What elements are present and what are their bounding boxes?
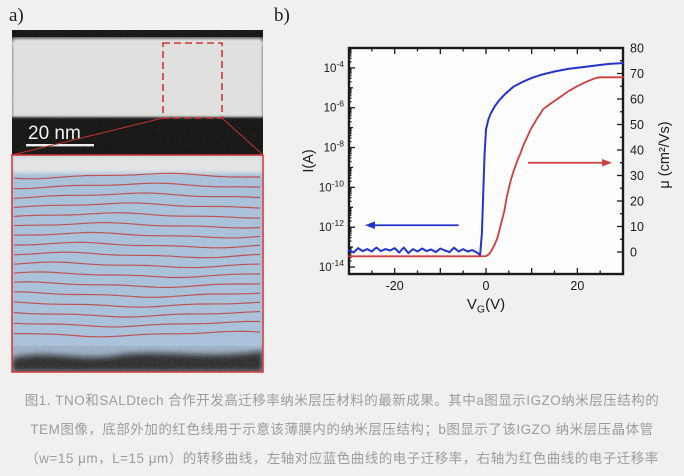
series-line bbox=[348, 76, 624, 258]
caption-line-2: TEM图像，底部外加的红色线用于示意该薄膜内的纳米层压结构；b图显示了该IGZO… bbox=[30, 422, 654, 437]
left-tick-label: 10-14 bbox=[319, 258, 344, 274]
layer-line bbox=[13, 271, 261, 279]
layer-line bbox=[13, 231, 261, 239]
layer-line bbox=[13, 261, 261, 269]
panel-a-label: a) bbox=[9, 5, 24, 26]
left-arrowhead bbox=[364, 221, 375, 230]
left-tick-label: 10-4 bbox=[324, 59, 345, 75]
tem-overview-image bbox=[12, 30, 263, 157]
series-line bbox=[348, 62, 624, 257]
plot-frame bbox=[347, 46, 625, 276]
caption-line-1: 图1. TNO和SALDtech 合作开发高迁移率纳米层压材料的最新成果。其中a… bbox=[24, 393, 660, 408]
transfer-curve-chart: -20 0 20 10-4 10-6 10-8 10-10 10-12 10-14 0 10 20 30… bbox=[301, 42, 673, 316]
left-tick-label: 10-10 bbox=[319, 178, 344, 194]
right-tick-label: 0 bbox=[630, 245, 637, 259]
right-tick-label: 70 bbox=[630, 67, 644, 81]
layer-line bbox=[13, 222, 261, 229]
x-tick-label: -20 bbox=[386, 279, 404, 293]
tem-micrograph: 20 nm bbox=[11, 30, 264, 373]
nanolaminate-layer-lines bbox=[13, 172, 261, 338]
layer-line bbox=[13, 172, 260, 180]
x-tick-label: 0 bbox=[483, 279, 490, 293]
layer-line bbox=[13, 192, 261, 199]
zoom-connector-right bbox=[221, 117, 264, 156]
layer-line bbox=[13, 202, 261, 209]
layer-line bbox=[13, 311, 261, 318]
zoom-connector-left bbox=[11, 117, 164, 156]
right-axis-title: μ (cm²/Vs) bbox=[657, 121, 673, 188]
caption-line-3: （w=15 μm，L=15 μm）的转移曲线，左轴对应蓝色曲线的电子迁移率，右轴… bbox=[25, 451, 659, 466]
right-tick-label: 80 bbox=[630, 42, 644, 56]
layer-line bbox=[13, 320, 261, 328]
left-axis-title: I(A) bbox=[301, 149, 317, 172]
axis-ticks bbox=[348, 47, 624, 274]
zoom-panel-border bbox=[11, 154, 264, 373]
panel-b-label: b) bbox=[274, 5, 290, 26]
left-tick-label: 10-12 bbox=[319, 218, 344, 234]
right-tick-label: 60 bbox=[630, 92, 644, 106]
layer-line bbox=[13, 281, 261, 288]
right-tick-label: 10 bbox=[630, 220, 644, 234]
right-tick-label: 40 bbox=[630, 143, 644, 157]
figure-caption: 图1. TNO和SALDtech 合作开发高迁移率纳米层压材料的最新成果。其中a… bbox=[0, 386, 684, 473]
layer-line bbox=[13, 212, 260, 219]
layer-line bbox=[13, 301, 261, 308]
layer-line bbox=[13, 182, 261, 190]
scale-bar bbox=[26, 144, 94, 147]
left-tick-label: 10-6 bbox=[324, 99, 345, 115]
layer-line bbox=[13, 330, 261, 338]
layer-line bbox=[13, 291, 261, 298]
right-tick-label: 50 bbox=[630, 118, 644, 132]
scale-bar-label: 20 nm bbox=[28, 123, 81, 144]
tem-zoom-image bbox=[12, 155, 263, 372]
left-tick-label: 10-8 bbox=[324, 139, 345, 155]
right-arrowhead bbox=[602, 158, 613, 167]
right-tick-label: 20 bbox=[630, 194, 644, 208]
x-axis-title: VG(V) bbox=[467, 296, 505, 315]
right-tick-label: 30 bbox=[630, 169, 644, 183]
layer-line bbox=[13, 241, 261, 249]
layer-line bbox=[13, 251, 261, 259]
x-tick-label: 20 bbox=[570, 279, 584, 293]
